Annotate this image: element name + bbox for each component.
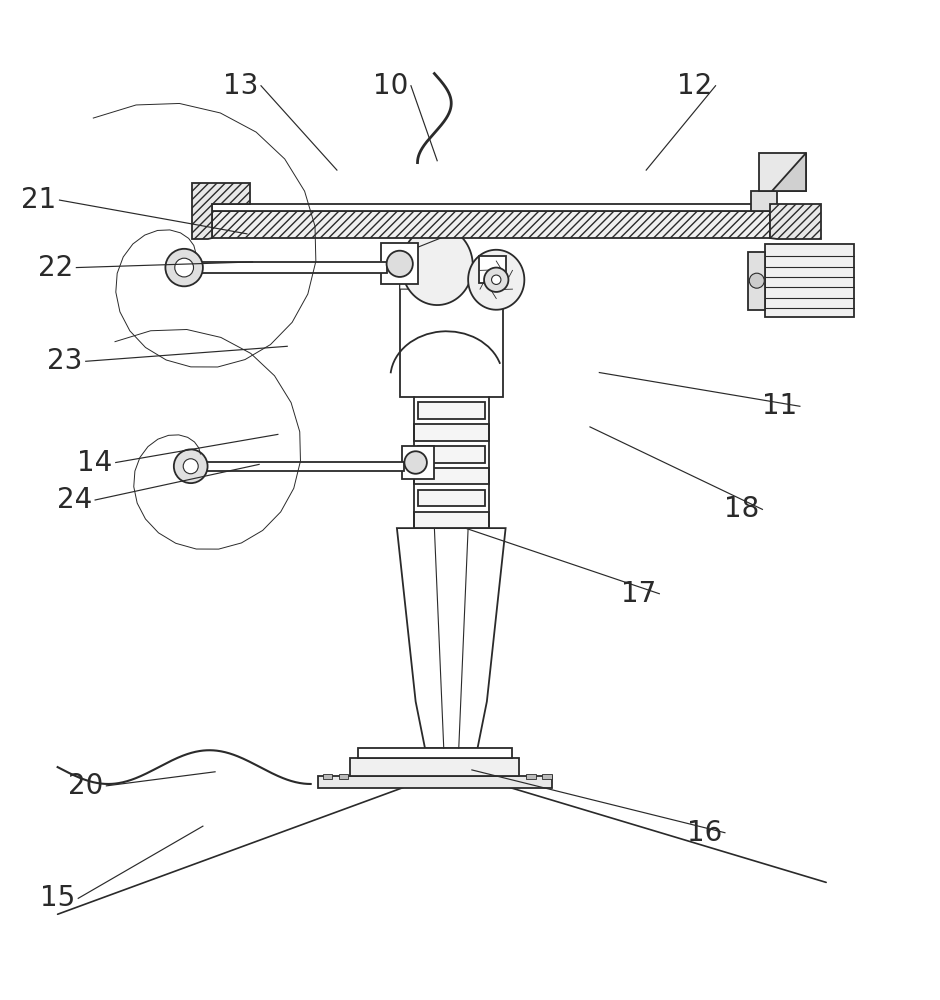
Circle shape (492, 275, 501, 284)
Text: 22: 22 (39, 254, 73, 282)
Bar (381, 243, 418, 284)
Bar (350, 758, 519, 776)
Bar (748, 252, 765, 310)
Bar (338, 774, 348, 779)
Bar (479, 256, 506, 283)
Bar (417, 446, 485, 463)
Bar (417, 402, 485, 419)
Bar (417, 490, 485, 506)
Text: 14: 14 (77, 449, 113, 477)
Bar (414, 512, 489, 528)
Bar (401, 446, 434, 479)
Bar (201, 262, 386, 273)
Bar (318, 776, 553, 788)
Bar (414, 468, 489, 484)
Circle shape (175, 258, 194, 277)
Circle shape (386, 251, 413, 277)
Circle shape (174, 449, 208, 483)
Bar (751, 191, 777, 211)
Text: 15: 15 (40, 884, 75, 912)
Polygon shape (400, 275, 418, 289)
Text: 23: 23 (47, 347, 83, 375)
Text: 13: 13 (223, 72, 259, 100)
Bar (526, 774, 536, 779)
Bar (542, 774, 552, 779)
Polygon shape (397, 528, 506, 748)
Text: 11: 11 (761, 392, 797, 420)
Text: 17: 17 (621, 580, 656, 608)
Circle shape (484, 268, 509, 292)
Circle shape (183, 459, 198, 474)
Text: 18: 18 (724, 495, 760, 523)
Bar (759, 153, 806, 191)
Polygon shape (192, 183, 250, 239)
Bar (400, 275, 503, 397)
Polygon shape (401, 226, 473, 305)
Bar (212, 204, 770, 211)
Circle shape (165, 249, 203, 286)
Text: 24: 24 (56, 486, 92, 514)
Circle shape (749, 273, 764, 288)
Polygon shape (772, 153, 806, 191)
Polygon shape (770, 204, 822, 239)
Bar (765, 244, 854, 317)
Text: 16: 16 (687, 819, 722, 847)
Text: 10: 10 (372, 72, 408, 100)
Text: 12: 12 (678, 72, 713, 100)
Bar (212, 211, 770, 238)
Bar (357, 748, 512, 758)
Circle shape (404, 451, 427, 474)
Bar (414, 424, 489, 441)
Bar (206, 462, 404, 471)
Text: 20: 20 (68, 772, 103, 800)
Polygon shape (468, 250, 525, 310)
Bar (322, 774, 332, 779)
Text: 21: 21 (22, 186, 56, 214)
